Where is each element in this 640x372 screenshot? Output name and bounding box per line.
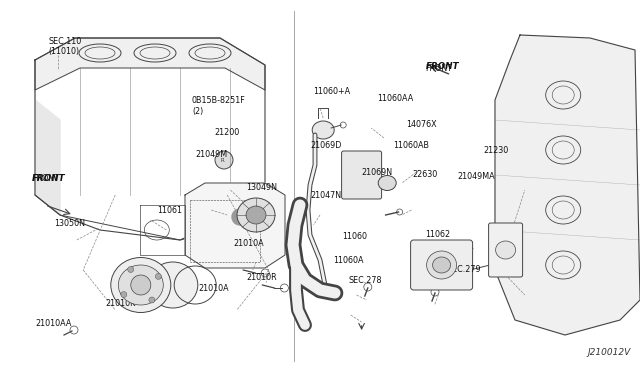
Polygon shape: [35, 60, 60, 215]
Text: FRONT: FRONT: [32, 174, 59, 183]
Circle shape: [232, 209, 248, 225]
Text: 21049MA: 21049MA: [458, 172, 495, 181]
Text: 21010A: 21010A: [234, 239, 264, 248]
Text: FRONT: FRONT: [32, 174, 66, 183]
Circle shape: [128, 266, 134, 272]
Ellipse shape: [111, 257, 171, 312]
Polygon shape: [35, 38, 265, 90]
Text: 21010A: 21010A: [198, 284, 229, 293]
Text: 11060AB: 11060AB: [394, 141, 429, 150]
Text: 0B15B-8251F
(2): 0B15B-8251F (2): [192, 96, 246, 116]
Text: 21010K: 21010K: [106, 299, 136, 308]
Text: 21230: 21230: [483, 146, 508, 155]
Text: 13049N: 13049N: [246, 183, 277, 192]
Text: SEC.279: SEC.279: [448, 265, 482, 274]
Text: 11060AA: 11060AA: [378, 94, 414, 103]
Circle shape: [131, 275, 151, 295]
Text: 21069N: 21069N: [362, 169, 393, 177]
Text: FRONT: FRONT: [426, 64, 452, 73]
FancyBboxPatch shape: [342, 151, 381, 199]
Text: 11060A: 11060A: [333, 256, 364, 265]
Ellipse shape: [148, 262, 198, 308]
FancyBboxPatch shape: [411, 240, 472, 290]
Polygon shape: [495, 35, 640, 335]
Text: J210012V: J210012V: [587, 348, 630, 357]
Polygon shape: [185, 183, 285, 268]
Text: 11062: 11062: [426, 230, 451, 239]
Ellipse shape: [378, 176, 396, 190]
Ellipse shape: [246, 206, 266, 224]
Text: 11061: 11061: [157, 206, 182, 215]
FancyBboxPatch shape: [488, 223, 523, 277]
Text: 11060+A: 11060+A: [314, 87, 351, 96]
Text: 13050N: 13050N: [54, 219, 85, 228]
Ellipse shape: [427, 251, 456, 279]
Text: 21069D: 21069D: [310, 141, 342, 150]
Circle shape: [156, 273, 161, 279]
Text: SEC.110
(11010): SEC.110 (11010): [48, 37, 81, 56]
Text: 22630: 22630: [413, 170, 438, 179]
Text: 21010AA: 21010AA: [35, 319, 72, 328]
Text: R: R: [220, 157, 224, 163]
Text: 21010R: 21010R: [246, 273, 277, 282]
Ellipse shape: [118, 265, 163, 305]
Circle shape: [121, 292, 127, 298]
Text: SEC.278: SEC.278: [349, 276, 382, 285]
Ellipse shape: [237, 198, 275, 232]
Ellipse shape: [312, 121, 334, 139]
Ellipse shape: [433, 257, 451, 273]
Text: 21014: 21014: [118, 278, 143, 287]
Text: 11060: 11060: [342, 232, 367, 241]
Text: 14076X: 14076X: [406, 120, 437, 129]
Text: 21047N: 21047N: [310, 191, 342, 200]
Text: FRONT: FRONT: [426, 62, 460, 71]
Text: 21200: 21200: [214, 128, 239, 137]
Circle shape: [149, 297, 155, 303]
Ellipse shape: [495, 241, 516, 259]
Text: 21049M: 21049M: [195, 150, 227, 159]
Circle shape: [215, 151, 233, 169]
